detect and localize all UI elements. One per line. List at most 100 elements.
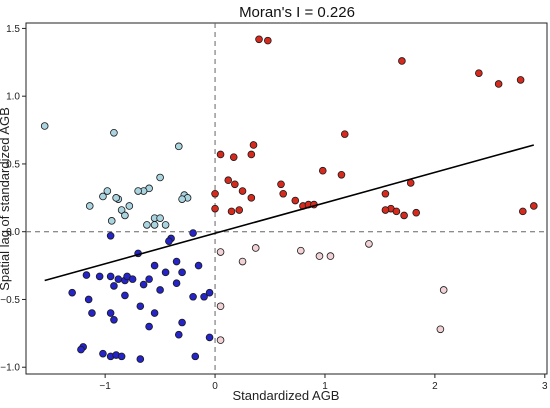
x-tick-label: 3 — [542, 381, 548, 392]
data-point-high-high — [337, 170, 346, 179]
data-point-low-high — [150, 221, 159, 229]
y-tick-label: −1.0 — [0, 363, 20, 374]
data-point-low-high — [99, 192, 107, 201]
data-point-low-low — [128, 275, 137, 283]
data-point-low-low — [110, 282, 118, 290]
data-point-high-high — [412, 208, 421, 217]
data-point-low-low — [161, 268, 170, 277]
data-point-low-low — [77, 345, 85, 354]
data-point-high-high — [475, 69, 483, 77]
data-point-high-high — [231, 180, 239, 189]
data-point-high-low — [315, 252, 324, 260]
data-point-high-high — [400, 211, 408, 220]
x-tick-label: −1 — [99, 381, 111, 392]
data-point-high-low — [439, 286, 448, 294]
data-point-high-high — [279, 189, 288, 198]
data-point-low-low — [121, 291, 129, 300]
data-point-high-low — [216, 248, 225, 256]
data-point-low-low — [191, 352, 200, 361]
data-point-high-low — [216, 302, 225, 311]
data-point-low-low — [114, 275, 123, 283]
data-point-high-high — [318, 166, 327, 175]
data-point-low-high — [178, 195, 186, 203]
data-point-low-low — [106, 272, 115, 281]
data-point-low-high — [85, 202, 94, 210]
data-point-low-low — [136, 302, 145, 311]
data-point-high-high — [381, 206, 390, 214]
data-point-high-high — [381, 189, 390, 198]
data-point-high-high — [519, 207, 527, 216]
data-points — [40, 35, 538, 363]
y-tick-label: 1.0 — [6, 92, 20, 103]
data-point-high-high — [494, 80, 503, 88]
x-tick-label: 2 — [432, 381, 438, 392]
data-point-high-low — [365, 240, 373, 248]
data-point-low-high — [134, 187, 142, 195]
data-point-low-low — [84, 295, 93, 304]
data-point-high-low — [326, 252, 335, 260]
data-point-high-high — [211, 189, 219, 198]
data-point-low-high — [143, 221, 151, 229]
data-point-low-low — [145, 322, 153, 331]
y-axis-label: Spatial lag of standardized AGB — [0, 107, 12, 291]
data-point-high-high — [255, 35, 263, 44]
chart-title: Moran's I = 0.226 — [239, 4, 355, 21]
data-point-low-high — [174, 142, 183, 151]
data-point-low-low — [156, 286, 164, 294]
data-point-high-high — [235, 206, 244, 214]
data-point-low-low — [106, 231, 115, 240]
data-point-high-high — [264, 36, 272, 45]
x-tick-label: 0 — [212, 381, 218, 392]
data-point-low-low — [194, 261, 203, 270]
data-point-low-low — [165, 237, 173, 245]
data-point-low-low — [178, 318, 186, 327]
data-point-low-high — [112, 194, 120, 202]
data-point-low-high — [117, 206, 126, 214]
data-point-low-low — [99, 349, 107, 358]
data-point-high-high — [249, 141, 258, 149]
regression-line-group — [44, 144, 535, 282]
y-tick-label: 0.5 — [6, 159, 20, 170]
data-point-low-low — [150, 309, 159, 317]
data-point-high-low — [216, 336, 225, 344]
data-point-high-high — [392, 207, 401, 216]
data-point-high-high — [398, 57, 406, 65]
data-point-low-high — [40, 122, 49, 130]
data-point-low-low — [82, 271, 91, 279]
data-point-high-high — [238, 187, 247, 195]
regression-line — [44, 144, 535, 282]
data-point-high-high — [291, 196, 300, 205]
data-point-high-high — [247, 194, 256, 202]
data-point-low-high — [125, 202, 134, 210]
data-point-low-low — [150, 261, 159, 270]
data-point-low-high — [161, 221, 170, 229]
data-point-high-low — [436, 325, 445, 334]
y-tick-label: 0.0 — [6, 227, 20, 238]
data-point-low-high — [107, 217, 116, 225]
data-point-low-low — [139, 280, 148, 289]
data-point-high-high — [247, 150, 256, 159]
x-axis-label: Standardized AGB — [233, 388, 340, 403]
data-point-high-high — [530, 202, 538, 210]
data-point-low-high — [103, 187, 112, 195]
data-point-high-high — [229, 153, 238, 161]
data-point-low-low — [145, 275, 153, 283]
data-point-low-low — [117, 352, 126, 361]
data-point-low-low — [189, 229, 197, 237]
data-point-high-high — [340, 130, 349, 138]
data-point-low-high — [156, 173, 164, 182]
data-point-low-low — [205, 333, 214, 342]
data-point-high-low — [238, 257, 247, 266]
data-point-high-high — [277, 180, 285, 189]
y-tick-label: −0.5 — [0, 295, 20, 306]
x-axis-ticks: −1 0 1 2 3 — [99, 374, 548, 392]
data-point-low-low — [172, 279, 181, 288]
plot-frame — [25, 22, 548, 375]
data-point-high-low — [296, 246, 305, 255]
data-point-low-low — [88, 309, 96, 317]
data-point-high-high — [227, 207, 236, 216]
data-point-low-low — [189, 292, 197, 301]
x-tick-label: 1 — [322, 381, 328, 392]
